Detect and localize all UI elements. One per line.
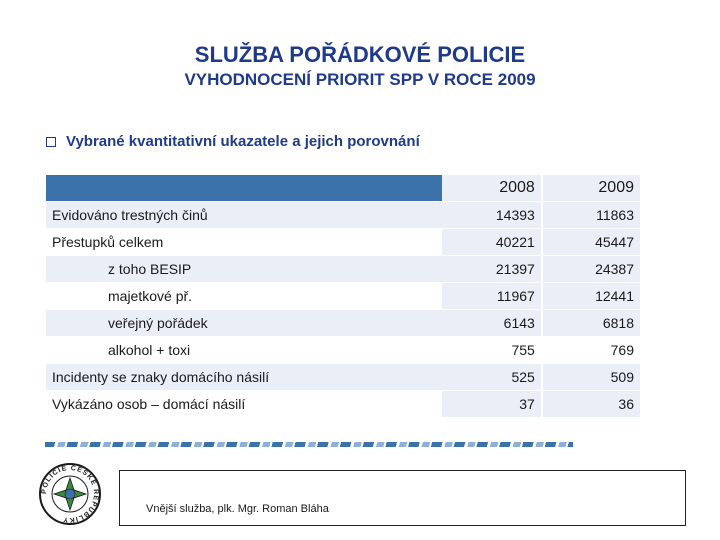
value-2009: 769 xyxy=(540,337,640,364)
value-2009: 12441 xyxy=(540,283,640,310)
page-subtitle: VYHODNOCENÍ PRIORIT SPP V ROCE 2009 xyxy=(184,70,536,89)
row-label: Evidováno trestných činů xyxy=(46,202,442,229)
value-2009: 45447 xyxy=(540,229,640,256)
indicator-table: 2008 2009 Evidováno trestných činů 14393… xyxy=(46,175,640,418)
value-2008: 37 xyxy=(441,391,541,418)
row-label: alkohol + toxi xyxy=(46,337,442,364)
checkbox-bullet-icon xyxy=(46,136,56,147)
table-row: Evidováno trestných činů 14393 11863 xyxy=(46,202,640,229)
page-title: SLUŽBA POŘÁDKOVÉ POLICIE xyxy=(194,42,526,67)
table-row: majetkové př. 11967 12441 xyxy=(46,283,640,310)
row-label: Přestupků celkem xyxy=(46,229,442,256)
column-header-2009: 2009 xyxy=(540,175,640,202)
decorative-stripe-band xyxy=(45,442,573,447)
row-label: majetkové př. xyxy=(46,283,442,310)
row-label: Incidenty se znaky domácího násilí xyxy=(46,364,442,391)
table-header-blank xyxy=(46,175,442,202)
row-label: z toho BESIP xyxy=(46,256,442,283)
value-2008: 21397 xyxy=(441,256,541,283)
value-2009: 24387 xyxy=(540,256,640,283)
value-2008: 755 xyxy=(441,337,541,364)
value-2009: 36 xyxy=(540,391,640,418)
value-2008: 14393 xyxy=(441,202,541,229)
value-2008: 525 xyxy=(441,364,541,391)
table-header-row: 2008 2009 xyxy=(46,175,640,202)
value-2008: 11967 xyxy=(441,283,541,310)
row-label: veřejný pořádek xyxy=(46,310,442,337)
table-row: Přestupků celkem 40221 45447 xyxy=(46,229,640,256)
footer-box: Vnější služba, plk. Mgr. Roman Bláha xyxy=(119,470,686,526)
value-2009: 509 xyxy=(540,364,640,391)
footer-author: Vnější služba, plk. Mgr. Roman Bláha xyxy=(146,503,329,515)
table-row: veřejný pořádek 6143 6818 xyxy=(46,310,640,337)
table-row: Vykázáno osob – domácí násilí 37 36 xyxy=(46,391,640,418)
table-row: Incidenty se znaky domácího násilí 525 5… xyxy=(46,364,640,391)
value-2008: 40221 xyxy=(441,229,541,256)
value-2009: 6818 xyxy=(540,310,640,337)
bullet-heading: Vybrané kvantitativní ukazatele a jejich… xyxy=(46,133,420,150)
column-header-2008: 2008 xyxy=(441,175,541,202)
bullet-heading-text: Vybrané kvantitativní ukazatele a jejich… xyxy=(66,133,420,150)
value-2008: 6143 xyxy=(441,310,541,337)
table-row: alkohol + toxi 755 769 xyxy=(46,337,640,364)
police-badge-icon: POLICIE ČESKÉ REPUBLIKY xyxy=(39,463,101,525)
value-2009: 11863 xyxy=(540,202,640,229)
row-label: Vykázáno osob – domácí násilí xyxy=(46,391,442,418)
table-row: z toho BESIP 21397 24387 xyxy=(46,256,640,283)
